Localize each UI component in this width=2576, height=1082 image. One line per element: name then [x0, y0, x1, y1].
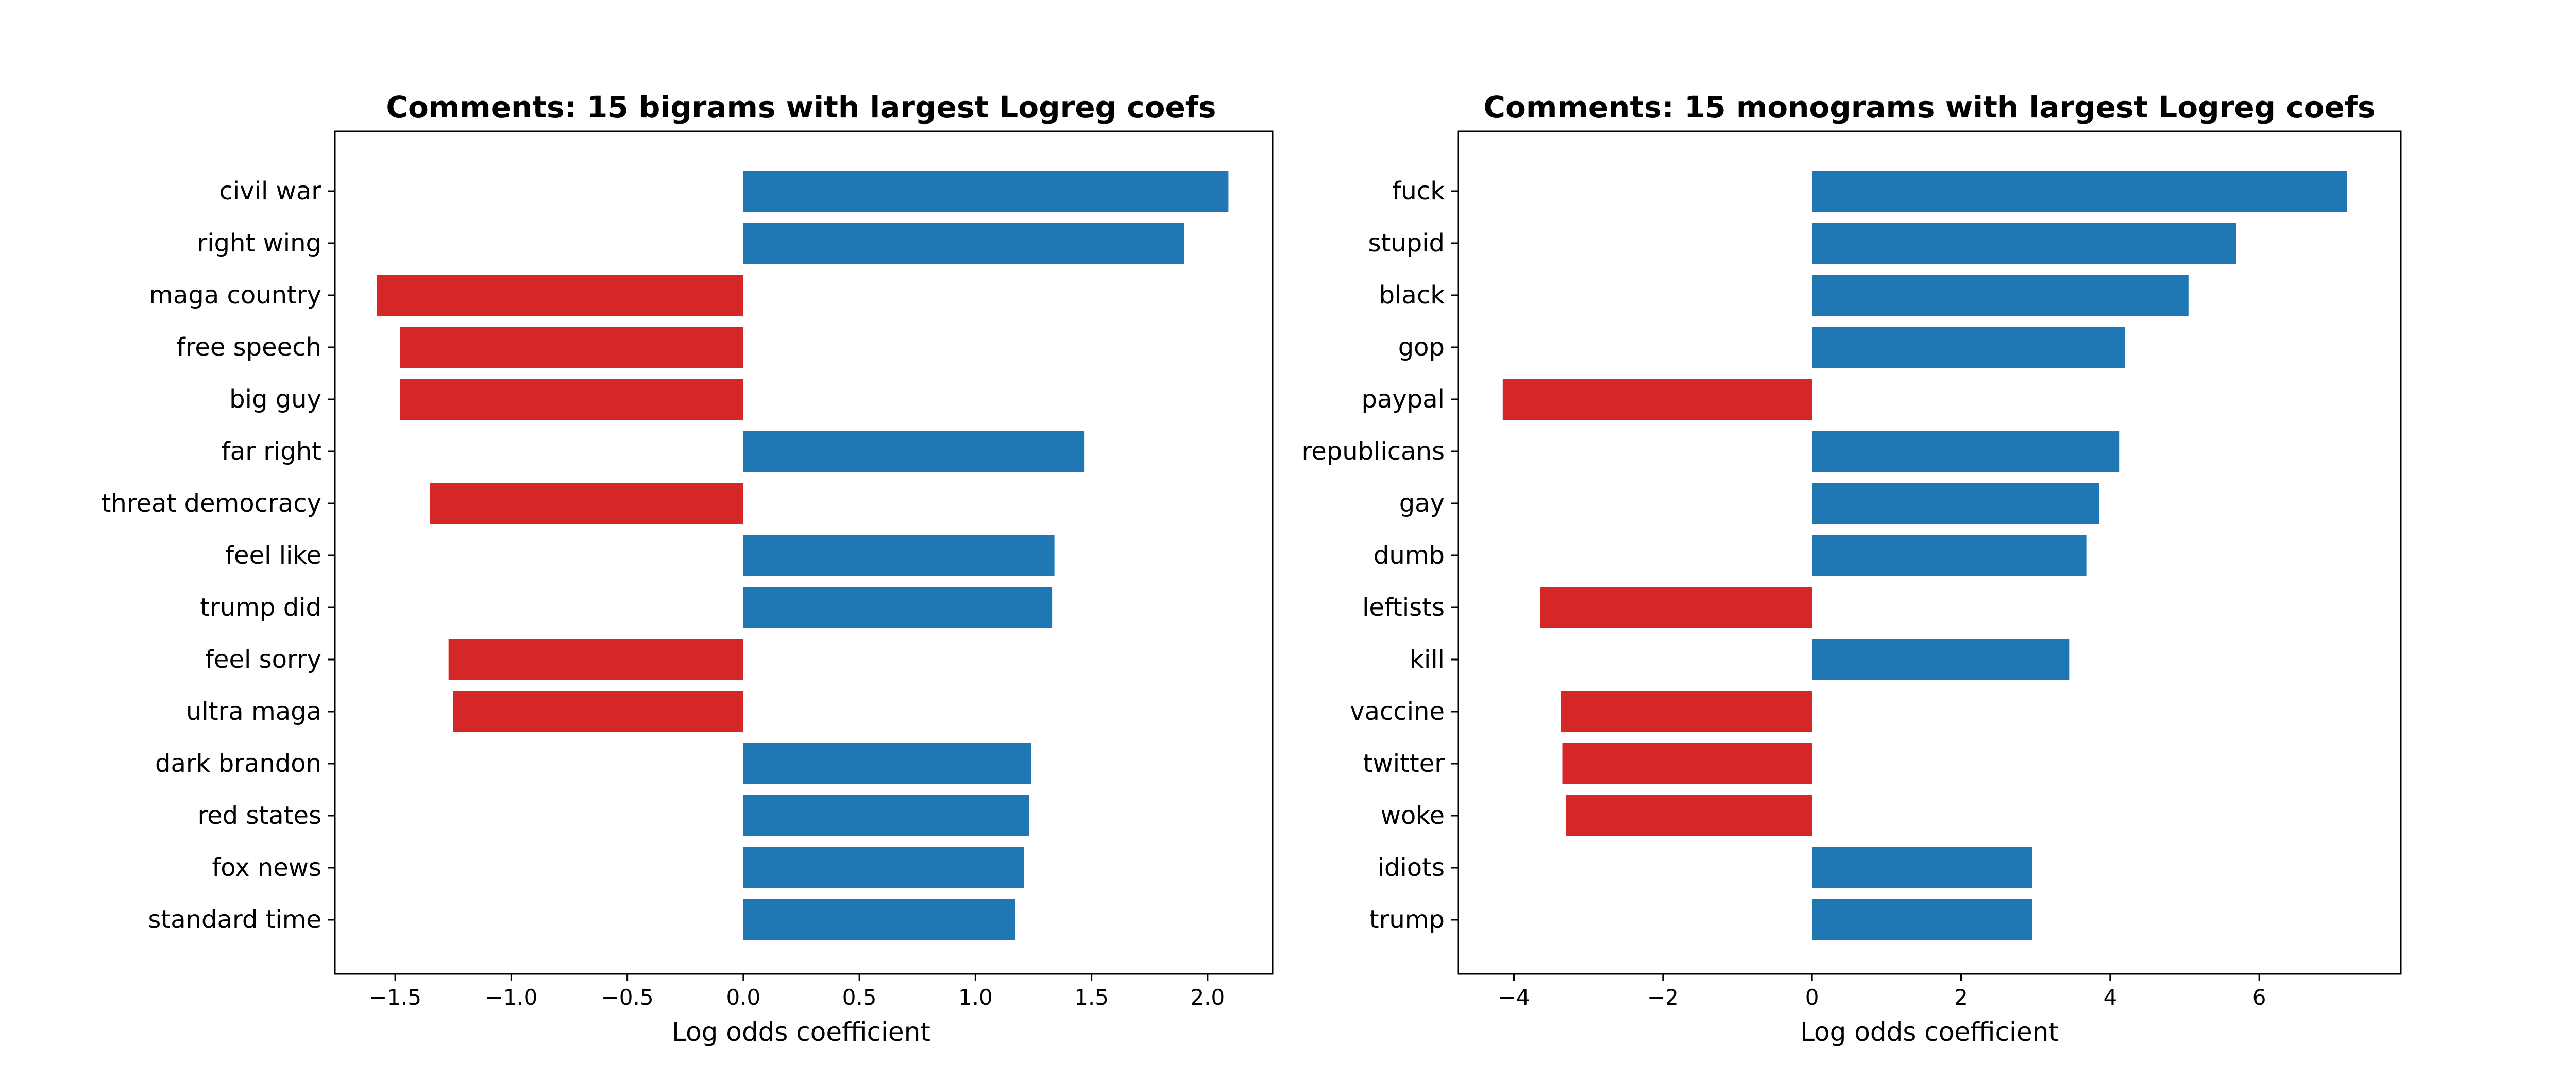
bigrams-bar-6	[430, 483, 743, 524]
monograms-chart-title: Comments: 15 monograms with largest Logr…	[1483, 90, 2375, 125]
monograms-x-axis-label: Log odds coefficient	[1800, 1017, 2059, 1047]
bigrams-x-tick-label-3: 0.0	[726, 985, 760, 1010]
bigrams-x-tick-label-2: −0.5	[601, 985, 654, 1010]
monograms-category-label-7: dumb	[1374, 541, 1445, 570]
bigrams-category-label-3: free speech	[177, 333, 321, 362]
monograms-bar-5	[1812, 431, 2120, 472]
monograms-chart: Comments: 15 monograms with largest Logr…	[1302, 90, 2402, 1047]
bigrams-x-axis-label: Log odds coefficient	[672, 1017, 930, 1047]
monograms-bar-1	[1812, 223, 2236, 264]
monograms-category-label-5: republicans	[1302, 437, 1445, 466]
bigrams-x-tick-label-4: 0.5	[842, 985, 877, 1010]
bigrams-category-label-8: trump did	[200, 593, 321, 622]
bigrams-ticks: civil war right wing maga country free spee…	[101, 177, 1225, 1010]
bigrams-category-label-2: maga country	[149, 281, 321, 310]
monograms-bar-9	[1812, 639, 2070, 680]
bigrams-bar-9	[448, 639, 743, 680]
bigrams-bar-4	[400, 379, 743, 420]
bigrams-category-label-10: ultra maga	[186, 697, 321, 726]
bigrams-bar-0	[743, 171, 1229, 212]
monograms-bar-10	[1561, 691, 1812, 732]
monograms-bar-6	[1812, 483, 2099, 524]
monograms-category-label-0: fuck	[1392, 177, 1445, 206]
bigrams-chart-title: Comments: 15 bigrams with largest Logreg…	[386, 90, 1216, 125]
monograms-bar-2	[1812, 275, 2189, 316]
bigrams-x-tick-label-1: −1.0	[485, 985, 537, 1010]
monograms-bar-11	[1562, 743, 1812, 784]
bigrams-category-label-12: red states	[197, 801, 321, 830]
monograms-x-tick-label-2: 0	[1805, 985, 1819, 1010]
monograms-category-label-9: kill	[1410, 645, 1445, 674]
bigrams-x-tick-label-7: 2.0	[1190, 985, 1225, 1010]
monograms-category-label-14: trump	[1369, 905, 1445, 934]
bigrams-category-label-6: threat democracy	[101, 489, 321, 518]
bigrams-bar-2	[377, 275, 743, 316]
bigrams-x-tick-label-0: −1.5	[369, 985, 421, 1010]
monograms-x-tick-label-0: −4	[1498, 985, 1530, 1010]
bigrams-category-label-1: right wing	[197, 229, 321, 258]
bigrams-bar-3	[400, 327, 743, 368]
bigrams-bars	[377, 171, 1229, 940]
bigrams-category-label-14: standard time	[148, 905, 321, 934]
bigrams-bar-12	[743, 795, 1029, 836]
monograms-category-label-2: black	[1379, 281, 1445, 310]
monograms-x-tick-label-3: 2	[1954, 985, 1968, 1010]
monograms-plot-frame	[1457, 130, 2402, 975]
monograms-bar-8	[1540, 587, 1812, 628]
monograms-category-label-4: paypal	[1361, 385, 1445, 414]
bigrams-bar-7	[743, 535, 1055, 576]
monograms-bar-3	[1812, 327, 2125, 368]
monograms-category-label-13: idiots	[1378, 853, 1445, 882]
monograms-category-label-6: gay	[1399, 489, 1445, 518]
monograms-bar-12	[1566, 795, 1812, 836]
bigrams-x-tick-label-5: 1.0	[958, 985, 993, 1010]
bigrams-bar-1	[743, 223, 1184, 264]
monograms-category-label-10: vaccine	[1350, 697, 1445, 726]
monograms-bar-0	[1812, 171, 2347, 212]
bigrams-category-label-7: feel like	[225, 541, 321, 570]
monograms-category-label-11: twitter	[1363, 749, 1445, 778]
bigrams-bar-10	[453, 691, 743, 732]
monograms-category-label-3: gop	[1398, 333, 1445, 362]
monograms-x-tick-label-4: 4	[2103, 985, 2117, 1010]
monograms-bar-7	[1812, 535, 2087, 576]
bigrams-x-tick-label-6: 1.5	[1074, 985, 1109, 1010]
bigrams-category-label-9: feel sorry	[205, 645, 321, 674]
bigrams-category-label-4: big guy	[229, 385, 321, 414]
monograms-x-tick-label-1: −2	[1647, 985, 1679, 1010]
monograms-bars	[1502, 171, 2347, 940]
monograms-bar-14	[1812, 899, 2032, 940]
monograms-category-label-1: stupid	[1368, 229, 1445, 258]
monograms-bar-13	[1812, 847, 2032, 888]
bigrams-plot-frame	[334, 130, 1274, 975]
bigrams-category-label-5: far right	[222, 437, 321, 466]
bigrams-bar-14	[743, 899, 1015, 940]
monograms-ticks: fuck stupid black gop paypal republicans gay du…	[1302, 177, 2266, 1010]
bigrams-bar-11	[743, 743, 1031, 784]
monograms-bar-4	[1502, 379, 1812, 420]
bigrams-bar-5	[743, 431, 1085, 472]
bigrams-category-label-13: fox news	[212, 853, 321, 882]
monograms-x-tick-label-5: 6	[2252, 985, 2266, 1010]
bigrams-category-label-0: civil war	[219, 177, 322, 206]
bigrams-bar-8	[743, 587, 1053, 628]
monograms-category-label-12: woke	[1381, 801, 1445, 830]
bigrams-chart: Comments: 15 bigrams with largest Logreg…	[101, 90, 1274, 1047]
bigrams-category-label-11: dark brandon	[155, 749, 321, 778]
monograms-category-label-8: leftists	[1362, 593, 1445, 622]
bigrams-bar-13	[743, 847, 1024, 888]
